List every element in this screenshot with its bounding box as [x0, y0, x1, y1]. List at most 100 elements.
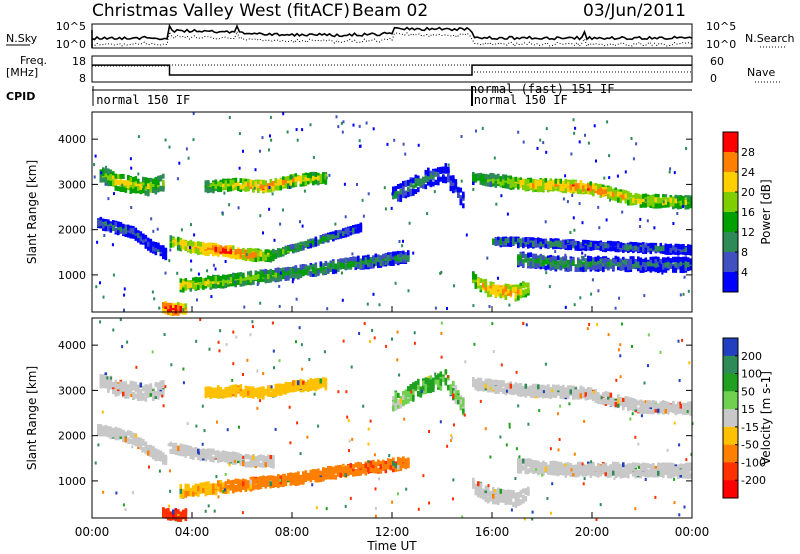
- heatmap-cell: [272, 455, 275, 461]
- heatmap-cell: [279, 185, 283, 191]
- heatmap-cell: [129, 177, 133, 183]
- heatmap-cell: [209, 453, 213, 458]
- colorbar-tick-label: 24: [741, 166, 755, 179]
- heatmap-cell: [234, 177, 238, 183]
- heatmap-speckle: [214, 267, 217, 271]
- heatmap-cell: [172, 237, 175, 243]
- heatmap-cell: [364, 264, 368, 270]
- heatmap-cell: [594, 183, 598, 189]
- heatmap-cell: [584, 183, 588, 189]
- heatmap-cell: [667, 262, 670, 268]
- heatmap-speckle: [635, 142, 638, 146]
- heatmap-speckle: [669, 167, 672, 171]
- heatmap-cell: [284, 276, 288, 281]
- heatmap-cell: [547, 264, 550, 270]
- heatmap-speckle: [668, 170, 671, 174]
- heatmap-cell: [404, 257, 408, 263]
- heatmap-cell: [329, 231, 333, 237]
- heatmap-cell: [142, 237, 145, 243]
- heatmap-cell: [257, 256, 260, 262]
- heatmap-cell: [332, 269, 335, 275]
- heatmap-cell: [607, 189, 610, 195]
- heatmap-cell: [254, 257, 258, 263]
- heatmap-speckle: [259, 214, 262, 218]
- heatmap-speckle: [243, 305, 246, 309]
- heatmap-cell: [494, 237, 498, 242]
- heatmap-cell: [449, 175, 453, 181]
- heatmap-speckle: [143, 185, 145, 189]
- heatmap-cell: [147, 390, 150, 396]
- heatmap-cell: [157, 187, 160, 193]
- freq-label: Freq.: [20, 54, 47, 67]
- heatmap-cell: [244, 387, 248, 392]
- heatmap-cell: [624, 264, 628, 270]
- heatmap-cell: [672, 196, 675, 202]
- heatmap-cell: [377, 261, 380, 267]
- heatmap-cell: [139, 236, 143, 242]
- heatmap-cell: [352, 227, 355, 233]
- heatmap-cell: [112, 220, 115, 225]
- heatmap-cell: [109, 180, 113, 186]
- heatmap-cell: [164, 247, 168, 253]
- heatmap-cell: [312, 271, 315, 277]
- heatmap-cell: [602, 266, 605, 272]
- heatmap-cell: [117, 186, 120, 192]
- heatmap-cell: [274, 267, 278, 273]
- heatmap-speckle: [581, 221, 584, 225]
- beam-label: Beam 02: [352, 1, 428, 21]
- heatmap-cell: [182, 287, 185, 293]
- heatmap-speckle: [123, 308, 125, 312]
- heatmap-cell: [162, 247, 165, 253]
- heatmap-cell: [222, 450, 225, 456]
- heatmap-cell: [512, 177, 515, 183]
- heatmap-cell: [657, 260, 660, 266]
- heatmap-cell: [117, 230, 120, 236]
- heatmap-speckle: [123, 230, 126, 234]
- heatmap-cell: [99, 374, 103, 380]
- heatmap-cell: [587, 240, 590, 245]
- heatmap-cell: [667, 244, 670, 250]
- heatmap-cell: [194, 281, 198, 287]
- heatmap-cell: [689, 265, 693, 271]
- heatmap-cell: [684, 266, 688, 271]
- heatmap-cell: [407, 250, 410, 256]
- heatmap-cell: [124, 392, 128, 398]
- heatmap-cell: [187, 450, 190, 456]
- heatmap-cell: [199, 277, 203, 282]
- heatmap-cell: [509, 236, 513, 242]
- station-title: Christmas Valley West (fitACF): [92, 1, 350, 21]
- heatmap-cell: [117, 180, 120, 185]
- heatmap-speckle: [453, 284, 455, 288]
- heatmap-cell: [482, 177, 485, 183]
- heatmap-cell: [104, 380, 108, 386]
- heatmap-cell: [484, 173, 488, 179]
- heatmap-cell: [497, 291, 500, 297]
- heatmap-cell: [407, 186, 410, 192]
- heatmap-cell: [152, 184, 155, 189]
- heatmap-speckle: [296, 138, 299, 142]
- heatmap-speckle: [295, 128, 298, 132]
- heatmap-cell: [162, 186, 165, 192]
- heatmap-cell: [342, 263, 345, 269]
- heatmap-cell: [152, 178, 155, 184]
- heatmap-cell: [129, 386, 133, 392]
- heatmap-cell: [202, 244, 205, 250]
- heatmap-cell: [162, 383, 165, 389]
- heatmap-cell: [127, 229, 130, 235]
- heatmap-cell: [224, 181, 228, 187]
- heatmap-cell: [187, 245, 190, 251]
- heatmap-cell: [109, 169, 113, 175]
- heatmap-cell: [257, 249, 260, 255]
- heatmap-speckle: [608, 154, 611, 158]
- heatmap-cell: [127, 384, 130, 390]
- heatmap-cell: [262, 394, 265, 400]
- heatmap-cell: [537, 258, 540, 264]
- heatmap-cell: [617, 247, 620, 253]
- heatmap-cell: [614, 259, 618, 265]
- heatmap-speckle: [564, 268, 567, 272]
- heatmap-speckle: [433, 190, 436, 194]
- heatmap-speckle: [440, 270, 443, 274]
- heatmap-cell: [497, 178, 500, 184]
- heatmap-cell: [509, 179, 513, 185]
- heatmap-cell: [497, 173, 500, 179]
